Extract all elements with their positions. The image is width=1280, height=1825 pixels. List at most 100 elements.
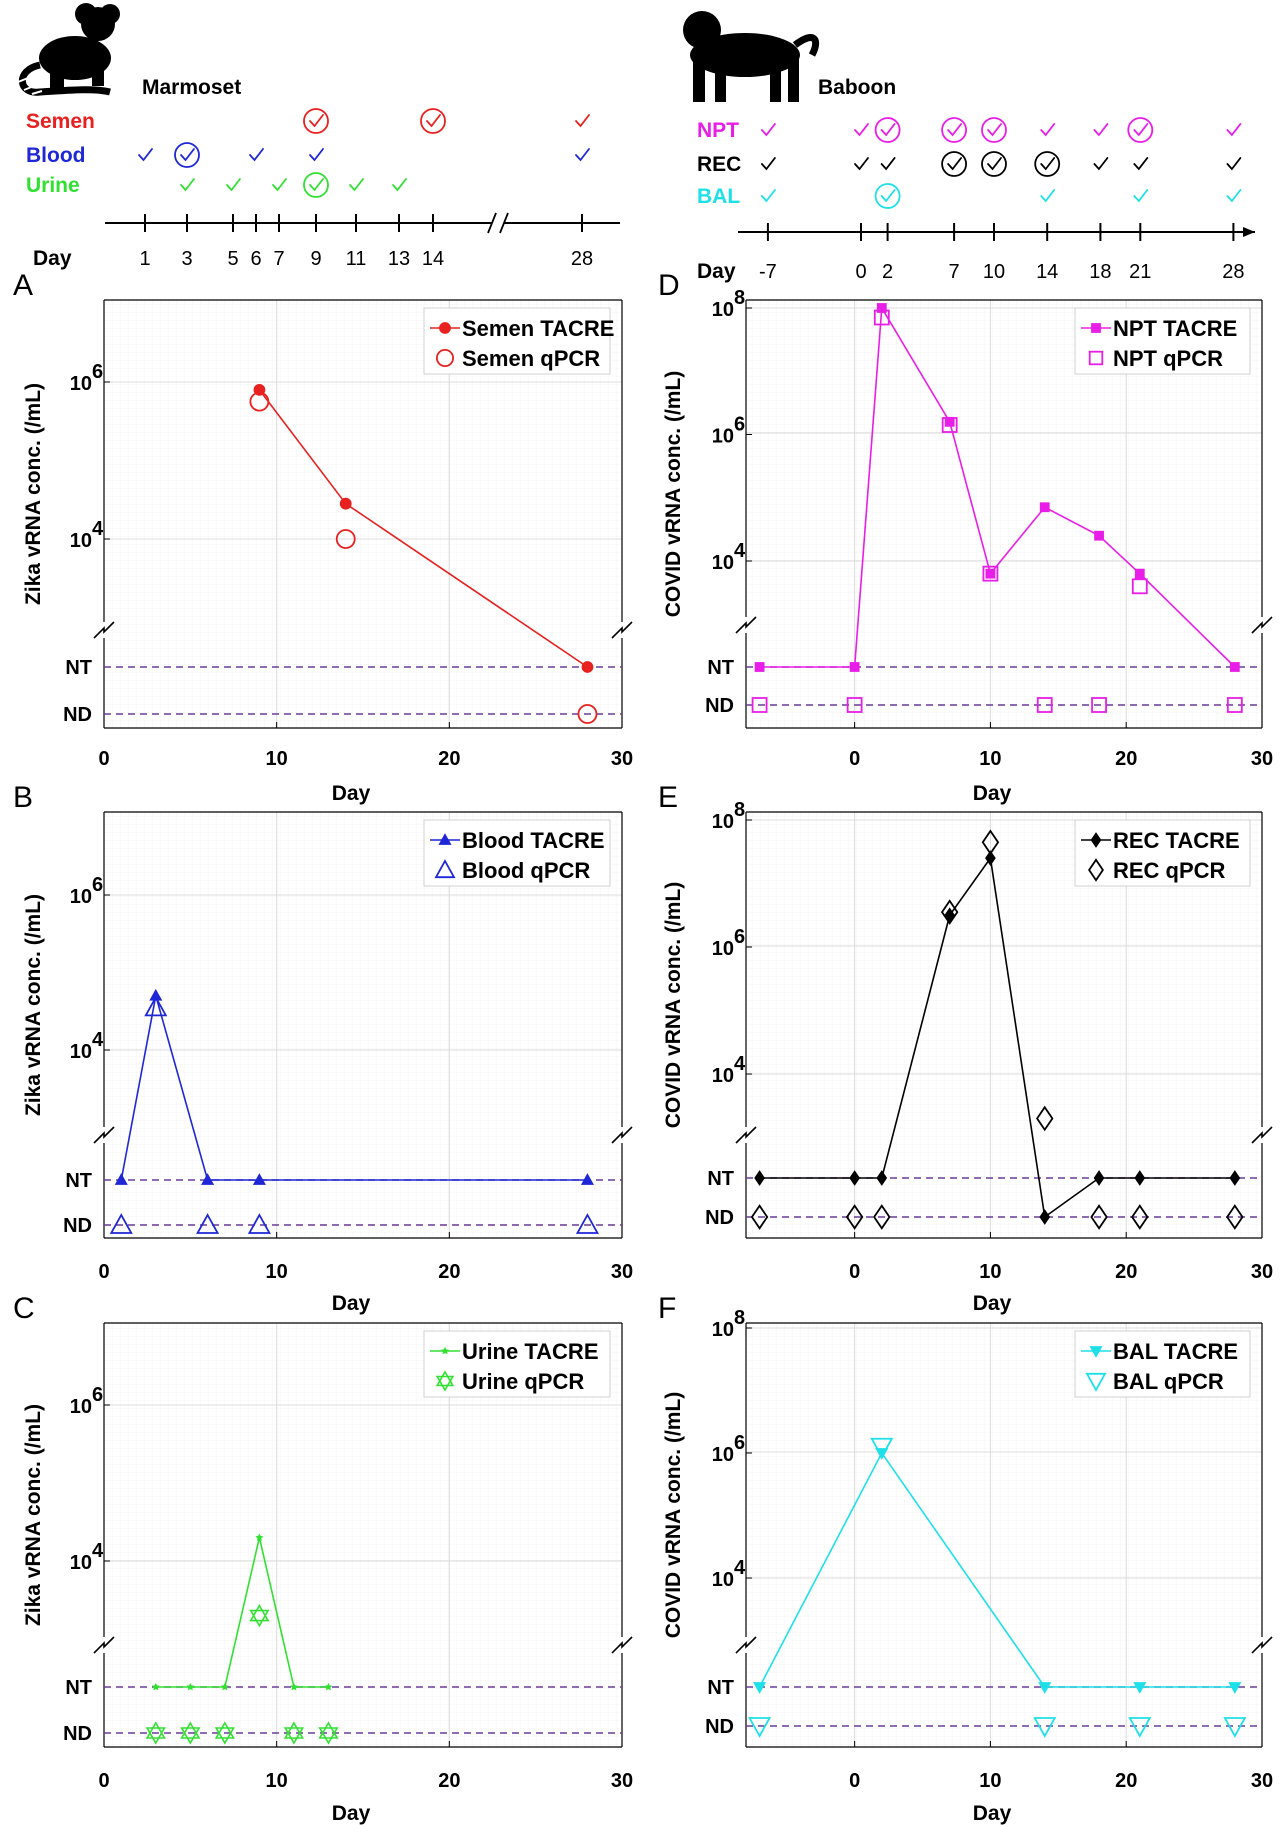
data-point (580, 1173, 594, 1185)
timeline-arrow (1243, 227, 1255, 237)
legend-entry: Semen qPCR (462, 346, 600, 371)
legend-entry: Urine TACRE (462, 1339, 599, 1364)
baseline-label-nd: ND (705, 695, 734, 717)
svg-text:10: 10 (712, 938, 734, 960)
check-icon (880, 157, 896, 171)
baseline-label-nd: ND (63, 1215, 92, 1237)
timeline-tick-label: 9 (310, 248, 321, 270)
data-point (1226, 697, 1243, 713)
legend: Urine TACRE Urine qPCR (423, 1330, 611, 1398)
legend-entry: REC TACRE (1113, 828, 1240, 853)
data-point (1090, 1204, 1108, 1230)
x-tick-label: 30 (1251, 1770, 1273, 1792)
data-point (751, 697, 768, 713)
svg-text:10: 10 (70, 1396, 92, 1418)
axis-break (611, 621, 633, 639)
data-point (220, 1682, 229, 1691)
y-tick-label: 106 (712, 414, 745, 448)
x-tick-label: 10 (979, 1770, 1001, 1792)
data-point (180, 1721, 201, 1745)
svg-text:8: 8 (734, 1307, 745, 1329)
svg-text:10: 10 (712, 1319, 734, 1341)
svg-text:4: 4 (734, 540, 746, 562)
axis-break (93, 621, 115, 639)
check-icon (1226, 189, 1242, 203)
timeline-row-label: Semen (26, 110, 95, 133)
check-icon (575, 148, 590, 162)
timeline-day-label: Day (697, 260, 736, 283)
svg-text:10: 10 (712, 1569, 734, 1591)
timeline-tick-label: 7 (949, 261, 960, 283)
data-point (318, 1721, 339, 1745)
timeline-tick-label: -7 (759, 261, 777, 283)
check-icon (174, 142, 200, 168)
timeline-row-label: Blood (26, 144, 85, 167)
legend-marker (1091, 323, 1101, 333)
x-tick-label: 0 (98, 748, 109, 770)
check-icon (1040, 189, 1056, 203)
legend-marker (1090, 832, 1102, 848)
svg-text:6: 6 (734, 1432, 745, 1454)
check-icon (1093, 157, 1109, 171)
check-icon (981, 117, 1007, 143)
data-point (145, 1721, 166, 1745)
left-species-label: Marmoset (142, 76, 241, 99)
timeline-tick-label: 1 (139, 248, 150, 270)
y-axis-label: COVID vRNA conc. (/mL) (662, 371, 685, 618)
svg-text:6: 6 (92, 361, 103, 383)
check-icon (854, 157, 869, 171)
x-tick-label: 0 (849, 1770, 860, 1792)
data-point (846, 697, 863, 713)
x-tick-label: 20 (1115, 1261, 1137, 1283)
panel-letter: C (13, 1292, 35, 1325)
data-point (151, 1682, 160, 1691)
baseline-label-nt: NT (707, 1168, 734, 1190)
y-axis-label: Zika vRNA conc. (/mL) (22, 383, 45, 605)
svg-text:10: 10 (70, 530, 92, 552)
svg-text:6: 6 (92, 874, 103, 896)
check-icon (761, 189, 776, 203)
data-point (1134, 1170, 1146, 1186)
y-tick-label: 108 (712, 799, 745, 833)
data-point (1131, 1204, 1149, 1230)
y-tick-label: 104 (712, 1053, 746, 1087)
data-point (283, 1721, 305, 1745)
check-icon (249, 148, 264, 162)
svg-text:10: 10 (712, 552, 734, 574)
data-point (1038, 1682, 1052, 1694)
x-tick-label: 30 (611, 748, 633, 770)
data-point (581, 661, 594, 673)
legend-marker (435, 348, 454, 367)
timeline-row-label: REC (697, 153, 741, 176)
data-point (750, 1204, 769, 1230)
timeline-tick-label: 5 (227, 248, 238, 270)
data-point (754, 662, 765, 672)
data-point (944, 907, 956, 924)
data-point (201, 1173, 215, 1185)
legend-marker (1088, 858, 1104, 882)
legend-entry: Blood TACRE (462, 828, 605, 853)
check-icon (392, 178, 407, 192)
y-tick-label: 104 (70, 1029, 104, 1063)
axis-break (93, 1636, 115, 1654)
data-point (1036, 1105, 1054, 1132)
baseline-label-nt: NT (707, 657, 734, 679)
check-icon (854, 123, 869, 137)
legend: BAL TACRE BAL qPCR (1074, 1330, 1251, 1398)
check-icon (874, 117, 901, 143)
axis-break (611, 1636, 633, 1654)
check-icon (226, 178, 241, 192)
data-point (982, 565, 999, 582)
y-tick-label: 108 (712, 287, 745, 321)
timeline-right: Day -7 0 2 7 10 14 18 21 28 NPT REC BAL (697, 117, 1255, 283)
axis-break (1251, 1126, 1273, 1144)
timeline-tick-label: 0 (855, 261, 866, 283)
svg-text:8: 8 (734, 799, 745, 821)
data-point (324, 1682, 333, 1691)
marmoset-icon (17, 3, 120, 96)
